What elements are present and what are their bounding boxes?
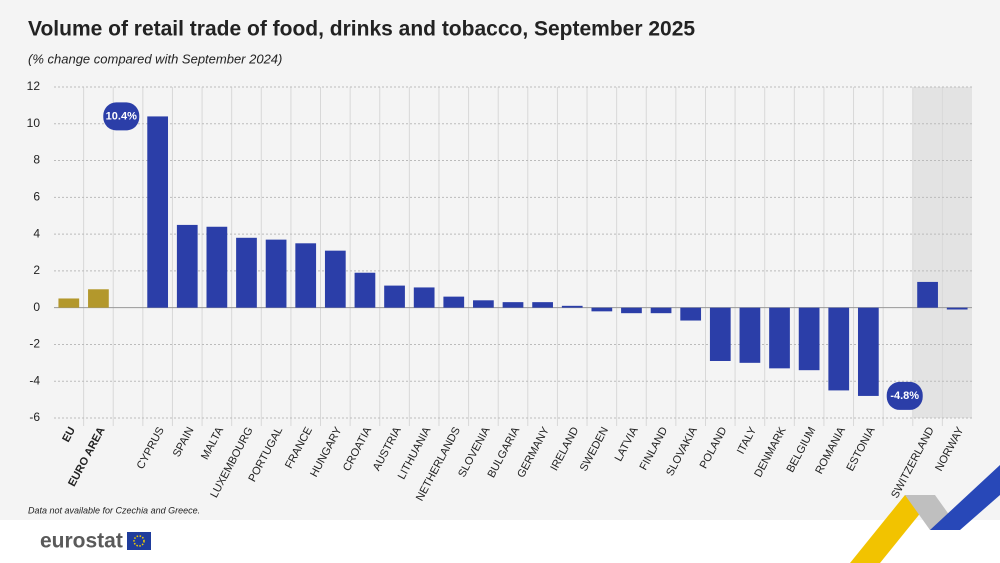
y-tick-label: 10 bbox=[27, 116, 41, 130]
value-label: 10.4% bbox=[106, 110, 137, 122]
bar bbox=[591, 307, 613, 312]
y-tick-label: 2 bbox=[33, 263, 40, 277]
logo-blue bbox=[930, 465, 1000, 530]
bar bbox=[473, 300, 494, 308]
y-tick-label: -2 bbox=[29, 337, 40, 351]
bar bbox=[176, 224, 198, 308]
bar bbox=[739, 307, 761, 363]
logo-yellow bbox=[850, 495, 935, 563]
y-tick-label: 0 bbox=[33, 300, 40, 314]
bar bbox=[324, 250, 346, 308]
bar bbox=[769, 307, 790, 369]
bar bbox=[295, 243, 317, 308]
bar bbox=[502, 302, 524, 308]
y-tick-label: 4 bbox=[33, 226, 40, 240]
chart-title: Volume of retail trade of food, drinks a… bbox=[28, 18, 695, 41]
eu-stars bbox=[133, 535, 145, 547]
bar bbox=[532, 302, 553, 308]
value-label: -4.8% bbox=[890, 390, 919, 402]
y-tick-label: -4 bbox=[29, 373, 40, 387]
bar bbox=[354, 272, 376, 308]
bar bbox=[88, 289, 109, 308]
bar bbox=[680, 307, 702, 321]
bar bbox=[265, 239, 287, 308]
chart-subtitle: (% change compared with September 2024) bbox=[28, 51, 282, 66]
bar bbox=[561, 305, 583, 308]
bar bbox=[384, 285, 405, 308]
brand: eurostat bbox=[40, 530, 123, 553]
y-tick-label: 6 bbox=[33, 190, 40, 204]
bar bbox=[236, 237, 257, 308]
bar bbox=[650, 307, 672, 314]
bar bbox=[58, 298, 80, 308]
bar bbox=[828, 307, 850, 391]
bar bbox=[857, 307, 879, 396]
bar bbox=[709, 307, 731, 361]
bar bbox=[917, 281, 938, 308]
footnote: Data not available for Czechia and Greec… bbox=[28, 505, 200, 515]
y-tick-label: 8 bbox=[33, 153, 40, 167]
bar bbox=[798, 307, 820, 371]
y-tick-label: -6 bbox=[29, 410, 40, 424]
bar bbox=[443, 296, 465, 308]
bar bbox=[147, 116, 169, 308]
bar bbox=[413, 287, 435, 308]
bar bbox=[946, 307, 968, 310]
y-tick-label: 12 bbox=[27, 79, 41, 93]
eu-flag bbox=[127, 532, 151, 550]
value-label-bubble bbox=[103, 102, 140, 131]
bar bbox=[621, 307, 642, 314]
value-label-bubble bbox=[886, 381, 923, 410]
bar bbox=[206, 226, 228, 308]
